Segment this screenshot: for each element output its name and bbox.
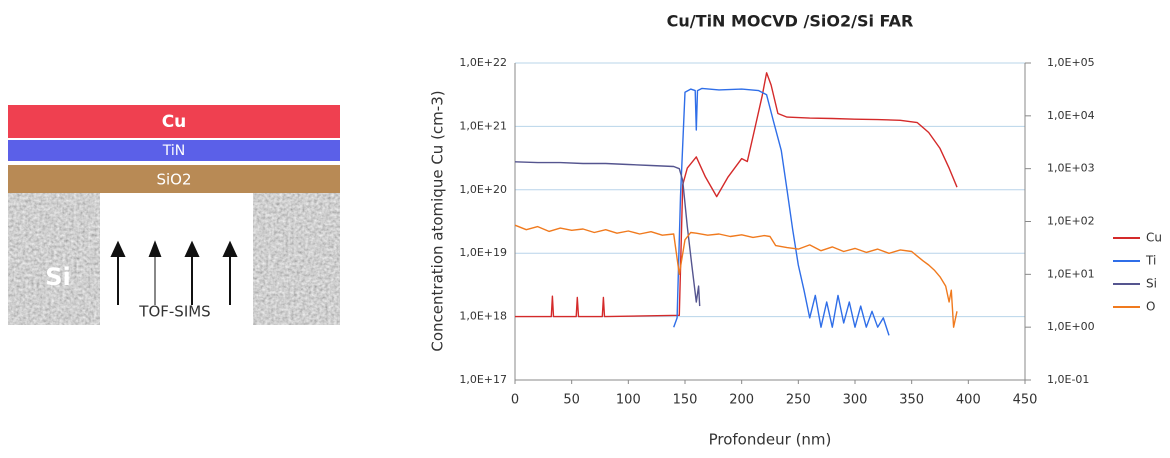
y2-tick-label: 1,0E-01 bbox=[1047, 373, 1089, 386]
y2-tick-label: 1,0E+02 bbox=[1047, 215, 1095, 228]
stack-diagram: Cu TiN SiO2 Si TOF-SIMS bbox=[8, 105, 340, 325]
y-tick-label: 1,0E+19 bbox=[459, 246, 507, 259]
x-tick-label: 250 bbox=[786, 393, 811, 408]
x-tick-label: 0 bbox=[511, 393, 519, 408]
legend-label: Si bbox=[1146, 277, 1157, 291]
x-tick-label: 450 bbox=[1013, 393, 1038, 408]
x-tick-label: 100 bbox=[616, 393, 641, 408]
si-label: Si bbox=[45, 263, 71, 291]
si-block bbox=[253, 193, 340, 325]
legend-label: Ti bbox=[1145, 254, 1156, 268]
x-tick-label: 200 bbox=[729, 393, 754, 408]
x-tick-label: 50 bbox=[563, 393, 580, 408]
tin-label: TiN bbox=[162, 143, 185, 159]
x-axis-label: Profondeur (nm) bbox=[709, 431, 832, 449]
y2-tick-label: 1,0E+05 bbox=[1047, 56, 1095, 69]
x-tick-label: 350 bbox=[899, 393, 924, 408]
x-tick-label: 150 bbox=[673, 393, 698, 408]
method-label: TOF-SIMS bbox=[138, 303, 210, 321]
y2-tick-label: 1,0E+00 bbox=[1047, 320, 1095, 333]
y-tick-label: 1,0E+17 bbox=[459, 373, 507, 386]
arrows bbox=[110, 240, 238, 305]
series-line bbox=[673, 87, 890, 336]
y2-tick-label: 1,0E+03 bbox=[1047, 162, 1095, 175]
tin-layer bbox=[8, 140, 340, 161]
x-tick-label: 400 bbox=[956, 393, 981, 408]
legend-label: O bbox=[1146, 300, 1155, 314]
series-line bbox=[514, 161, 701, 307]
sio2-layer bbox=[8, 165, 340, 193]
y-axis-label: Concentration atomique Cu (cm-3) bbox=[429, 90, 447, 351]
chart-title: Cu/TiN MOCVD /SiO2/Si FAR bbox=[667, 12, 914, 31]
y2-tick-label: 1,0E+01 bbox=[1047, 267, 1095, 280]
y-tick-label: 1,0E+22 bbox=[459, 56, 507, 69]
sio2-label: SiO2 bbox=[156, 171, 191, 189]
si-block bbox=[8, 193, 100, 325]
y2-tick-label: 1,0E+04 bbox=[1047, 109, 1095, 122]
series-line bbox=[514, 224, 958, 328]
y-tick-label: 1,0E+21 bbox=[459, 119, 507, 132]
legend-label: Cu bbox=[1146, 231, 1162, 245]
cu-label: Cu bbox=[162, 112, 187, 132]
series-line bbox=[515, 72, 958, 318]
y-tick-label: 1,0E+18 bbox=[459, 310, 507, 323]
cu-layer bbox=[8, 105, 340, 138]
y-tick-label: 1,0E+20 bbox=[459, 183, 507, 196]
x-tick-label: 300 bbox=[843, 393, 868, 408]
